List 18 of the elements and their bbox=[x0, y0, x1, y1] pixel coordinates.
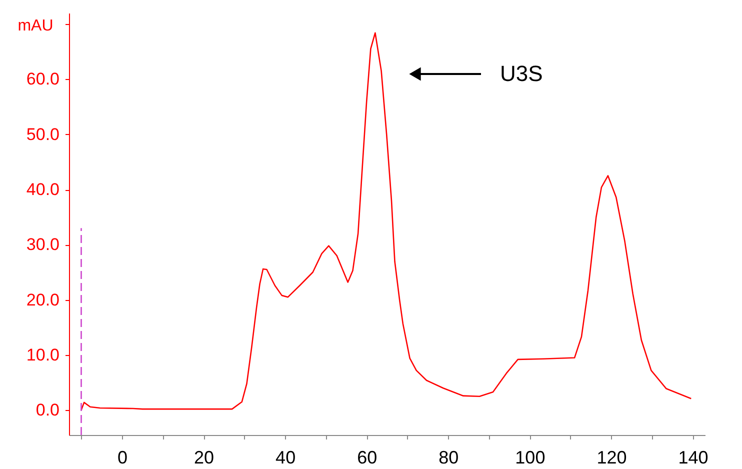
x-tick-label: 80 bbox=[438, 448, 459, 468]
y-tick-label: 50.0 bbox=[26, 124, 60, 144]
y-tick-label: 10.0 bbox=[26, 346, 60, 365]
line-series bbox=[80, 32, 692, 411]
x-tick-label: 140 bbox=[678, 448, 708, 468]
x-tick-label: 120 bbox=[596, 448, 627, 468]
x-tick-label: 100 bbox=[515, 448, 546, 468]
y-tick-label: 0.0 bbox=[36, 400, 60, 420]
annotation: U3S bbox=[500, 61, 543, 86]
x-tick-label: 40 bbox=[276, 448, 296, 468]
y-tick-label: 40.0 bbox=[26, 180, 60, 200]
y-axis-title: mAU bbox=[18, 18, 54, 34]
x-tick-label: 60 bbox=[357, 448, 378, 468]
y-tick-label: 30.0 bbox=[26, 235, 60, 254]
y-tick-label: 20.0 bbox=[26, 290, 60, 310]
x-tick-label: 20 bbox=[194, 448, 214, 468]
x-tick-label: 0 bbox=[117, 448, 128, 468]
y-tick-label: 60.0 bbox=[26, 70, 60, 89]
